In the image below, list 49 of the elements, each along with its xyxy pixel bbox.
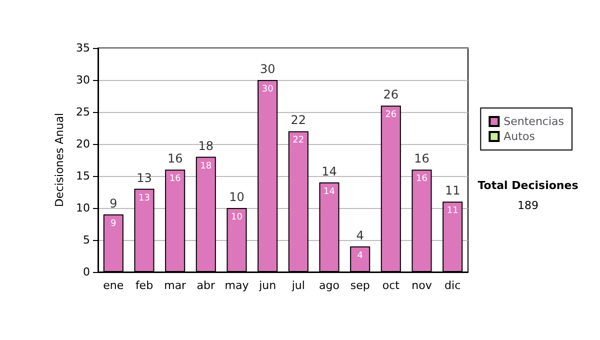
x-tick-label: ago [319, 279, 340, 292]
data-label: 4 [357, 250, 364, 261]
total-label: 30 [260, 62, 276, 76]
y-tick-label: 10 [76, 202, 90, 214]
total-label: 18 [198, 138, 214, 153]
data-label: 10 [231, 212, 243, 222]
x-tick-label: abr [196, 279, 216, 292]
total-label: 13 [136, 170, 152, 185]
data-label: 30 [262, 84, 274, 94]
total-label: 22 [290, 113, 306, 128]
total-label: 4 [356, 228, 364, 242]
data-label: 9 [110, 218, 117, 229]
x-tick-label: sep [350, 279, 370, 292]
text: 189 [518, 199, 538, 212]
legend-label: Sentencias [504, 115, 564, 128]
x-tick-label: jul [290, 279, 305, 292]
y-tick-label: 25 [76, 106, 90, 118]
y-tick-label: 35 [76, 42, 90, 54]
total-label: 10 [229, 190, 244, 204]
x-tick-label: nov [412, 279, 432, 292]
total-label: 9 [110, 196, 118, 210]
y-axis-title: Decisiones Anual [53, 112, 66, 208]
data-label: 13 [138, 193, 150, 204]
total-label: 16 [414, 152, 430, 166]
data-label: 14 [324, 186, 336, 197]
legend-label: Autos [504, 130, 536, 143]
x-tick-label: mar [164, 279, 187, 292]
y-tick-label: 15 [76, 170, 90, 182]
x-tick-label: dic [444, 279, 461, 292]
x-tick-label: ene [103, 279, 124, 292]
x-tick-label: may [224, 279, 250, 292]
total-label: 16 [167, 152, 183, 166]
x-tick-label: oct [382, 279, 400, 292]
x-tick-label: feb [135, 279, 154, 292]
text: Total Decisiones [478, 179, 579, 192]
data-label: 26 [385, 110, 397, 120]
data-label: 18 [200, 161, 212, 172]
y-tick-label: 30 [76, 74, 90, 86]
y-tick-label: 0 [83, 266, 90, 278]
total-label: 14 [322, 164, 337, 178]
y-tick-label: 5 [83, 234, 90, 246]
x-tick-label: jun [258, 279, 276, 292]
total-label: 11 [444, 184, 460, 198]
data-label: 16 [169, 174, 182, 184]
data-label: 22 [292, 136, 304, 146]
total-label: 26 [383, 88, 399, 102]
y-tick-label: 20 [76, 138, 90, 150]
data-label: 16 [416, 174, 428, 184]
data-label: 11 [446, 206, 458, 216]
